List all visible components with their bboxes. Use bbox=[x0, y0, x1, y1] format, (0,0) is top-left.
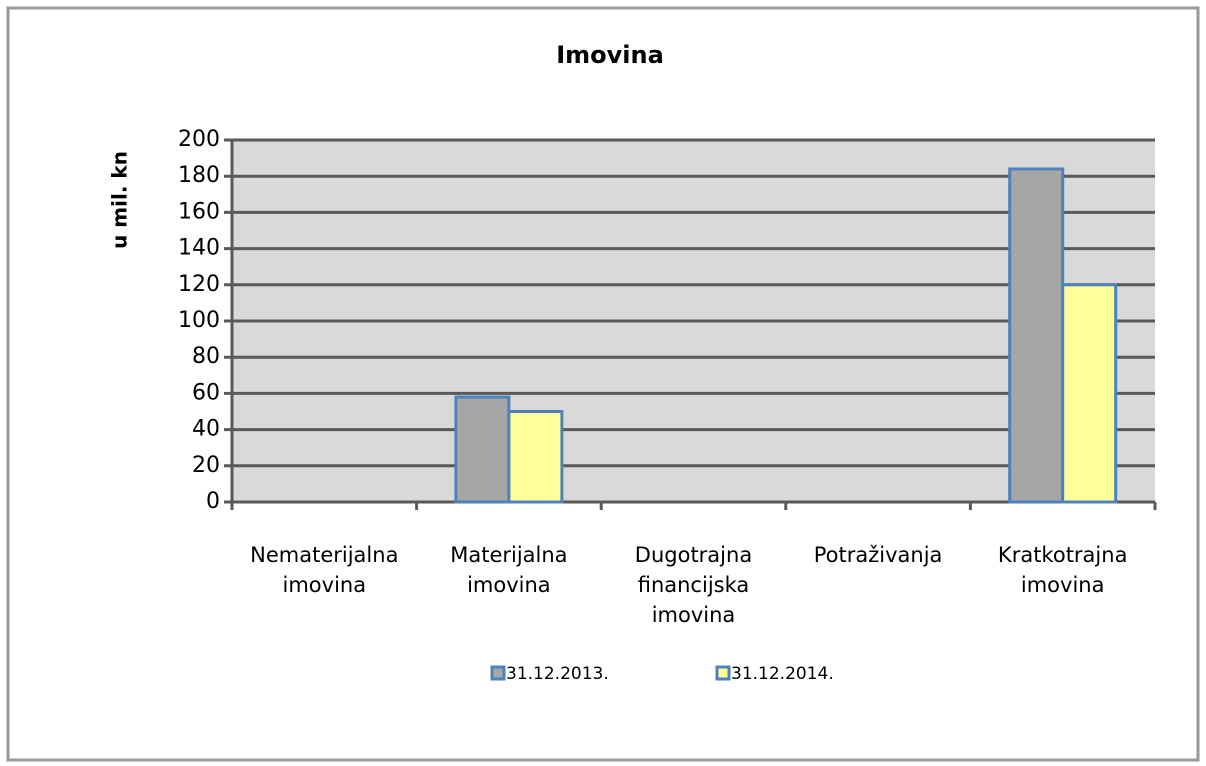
legend-label: 31.12.2014. bbox=[731, 664, 834, 684]
bar bbox=[1008, 167, 1065, 504]
x-tick-label: Materijalna imovina bbox=[450, 543, 568, 597]
y-tick-label: 100 bbox=[178, 308, 220, 333]
y-tick-label: 80 bbox=[192, 344, 220, 369]
y-tick-label: 200 bbox=[178, 127, 220, 152]
y-tick-label: 120 bbox=[178, 272, 220, 297]
chart-title: Imovina bbox=[556, 41, 664, 69]
legend-swatch bbox=[715, 665, 731, 681]
x-tick-label: Dugotrajna financijska imovina bbox=[634, 543, 753, 627]
y-tick-label: 160 bbox=[178, 199, 220, 224]
bar bbox=[507, 410, 564, 504]
x-tick-label: Nematerijalna imovina bbox=[250, 543, 399, 597]
legend-swatch bbox=[490, 665, 506, 681]
y-tick-label: 180 bbox=[178, 163, 220, 188]
bar bbox=[1061, 283, 1118, 504]
x-tick-label: Kratkotrajna imovina bbox=[997, 543, 1128, 597]
y-tick-label: 60 bbox=[192, 380, 220, 405]
y-tick-label: 40 bbox=[192, 417, 220, 442]
y-tick-label: 0 bbox=[206, 489, 220, 514]
legend-label: 31.12.2013. bbox=[506, 664, 609, 684]
x-tick-label: Potraživanja bbox=[813, 543, 943, 567]
bar bbox=[454, 395, 511, 504]
y-axis-label: u mil. kn bbox=[108, 151, 132, 249]
y-tick-label: 140 bbox=[178, 236, 220, 261]
y-tick-label: 20 bbox=[192, 453, 220, 478]
